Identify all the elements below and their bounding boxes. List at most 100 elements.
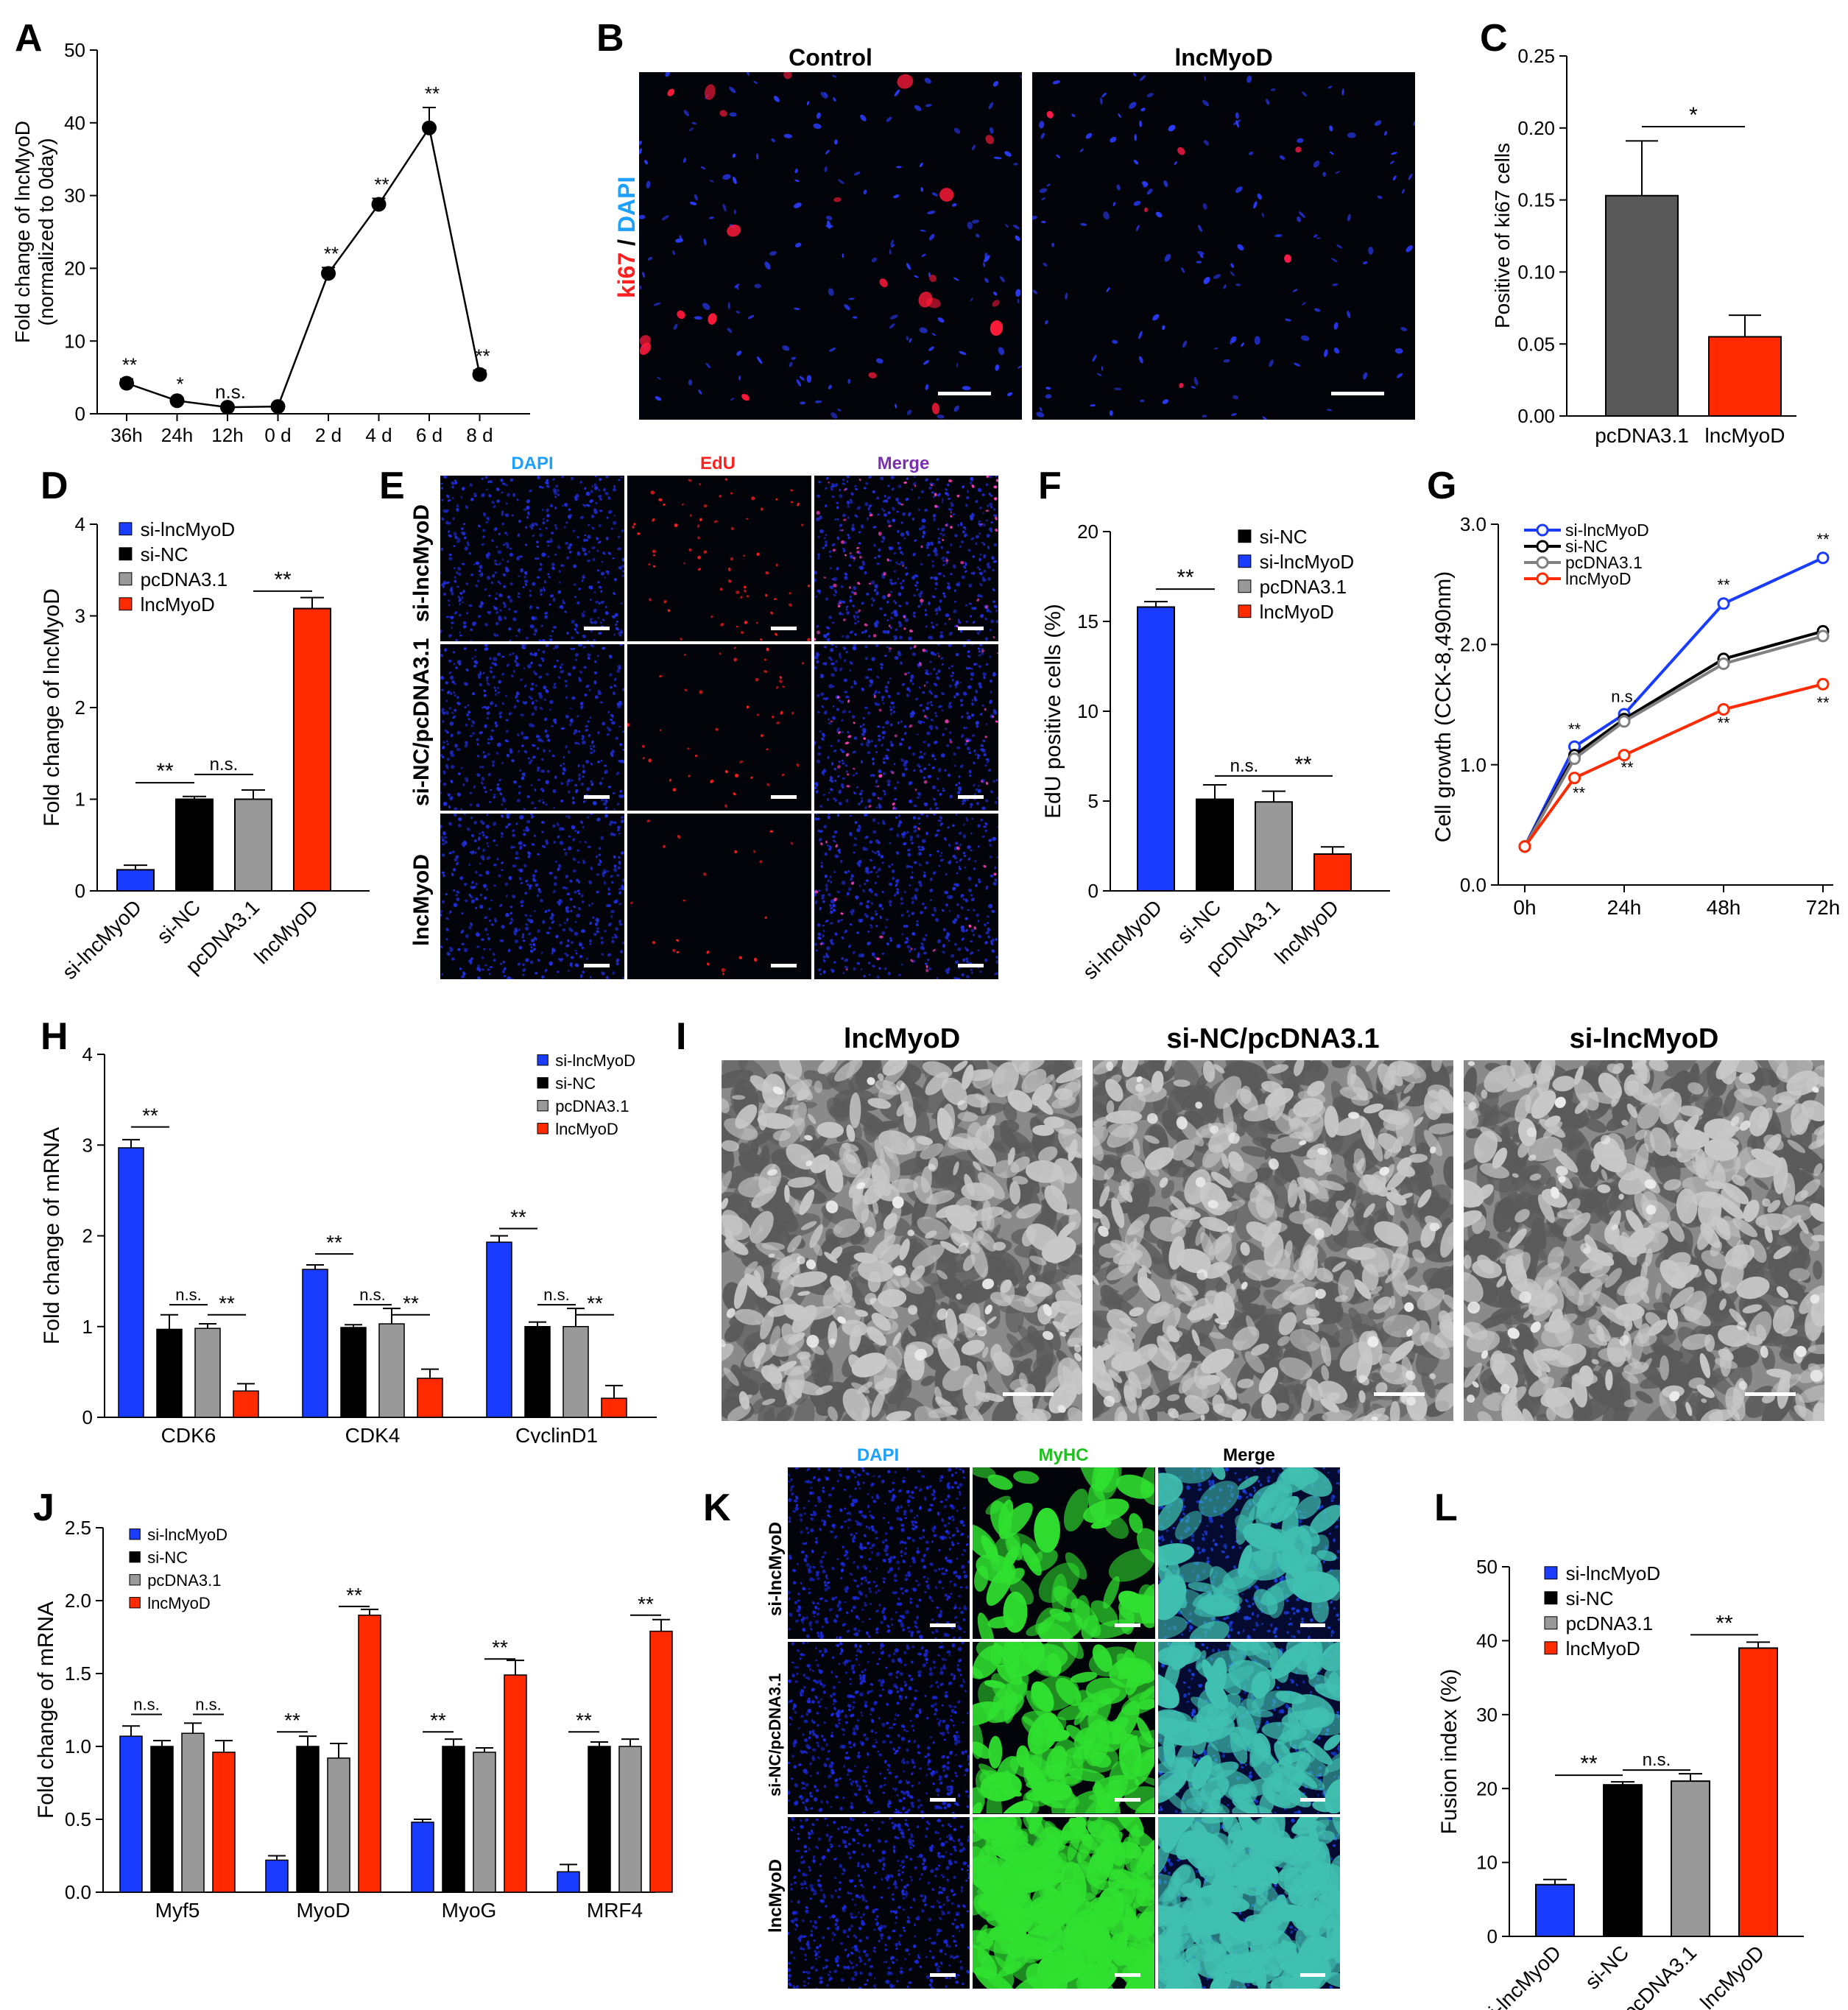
edu-dapi-cell (546, 514, 550, 518)
edu-merge-dapi-cell (934, 726, 939, 730)
edu-merge-dapi-cell (904, 566, 908, 570)
edu-merge-dapi-cell (900, 902, 904, 905)
edu-dapi-cell (610, 914, 613, 918)
edu-dapi-cell (545, 644, 549, 648)
edu-merge-dapi-cell (910, 875, 914, 879)
edu-merge-dapi-cell (830, 788, 833, 791)
lncmyod-dapi-cell (1045, 394, 1052, 399)
edu-dapi-cell (594, 486, 599, 490)
phase-bright-cell (1016, 1203, 1042, 1219)
edu-edu-cell (715, 728, 719, 732)
edu-edu-cell (719, 588, 723, 591)
edu-dapi-cell (560, 663, 563, 666)
edu-merge-dapi-cell (903, 725, 907, 729)
edu-dapi-cell (587, 653, 591, 657)
phase-round-cell-cell (907, 1305, 918, 1315)
edu-merge-dapi-cell (856, 616, 859, 618)
edu-merge-dapi-cell (911, 871, 914, 874)
edu-merge-dapi-cell (842, 762, 845, 765)
edu-dapi-cell (557, 867, 560, 871)
edu-edu-cell (697, 536, 700, 540)
edu-dapi-cell (517, 595, 521, 599)
row-label-si-lncmyod: si-lncMyoD (409, 504, 434, 622)
edu-dapi-cell (615, 627, 619, 631)
edu-merge-edu-cell (843, 487, 847, 491)
edu-dapi-cell (529, 604, 533, 610)
edu-merge-edu-cell (992, 716, 995, 719)
edu-dapi-cell (527, 513, 530, 516)
edu-merge-dapi-cell (842, 514, 844, 517)
edu-merge-dapi-cell (958, 831, 962, 835)
edu-dapi-cell (482, 706, 485, 709)
edu-dapi-cell (449, 948, 454, 952)
edu-merge-dapi-cell (881, 736, 885, 740)
chart-d-legend-label: lncMyoD (141, 593, 215, 616)
edu-dapi-cell (579, 942, 582, 947)
edu-dapi-cell (457, 567, 461, 571)
edu-merge-dapi-cell (946, 585, 951, 590)
edu-merge-dapi-cell (845, 799, 849, 803)
edu-dapi-cell (540, 758, 544, 761)
edu-merge-dapi-cell (853, 614, 856, 619)
edu-merge-dapi-cell (839, 612, 842, 616)
edu-dapi-cell (470, 639, 473, 641)
edu-merge-dapi-cell (877, 513, 880, 516)
edu-merge-dapi-cell (825, 476, 829, 480)
edu-merge-dapi-cell (985, 663, 989, 666)
chart-d-bar (234, 798, 272, 892)
edu-merge-dapi-cell (995, 476, 998, 478)
edu-merge-dapi-cell (862, 723, 865, 727)
edu-merge-dapi-cell (937, 777, 939, 780)
control-dapi-cell (925, 384, 929, 390)
edu-merge-dapi-cell (970, 894, 973, 897)
control-dapi-cell (871, 257, 878, 263)
edu-merge-dapi-cell (934, 582, 938, 586)
edu-merge-dapi-cell (861, 631, 864, 634)
edu-merge-dapi-cell (824, 874, 828, 878)
edu-merge-edu-texture (814, 476, 998, 641)
edu-merge-dapi-cell (868, 961, 871, 965)
control-dapi-cell (794, 179, 800, 183)
edu-dapi-cell (490, 702, 492, 705)
edu-dapi-cell (496, 499, 500, 503)
edu-merge-dapi-cell (948, 644, 952, 648)
edu-merge-edu-cell (992, 636, 995, 639)
edu-edu-cell (734, 774, 738, 778)
edu-merge-dapi-cell (867, 669, 870, 671)
control-dapi-cell (927, 211, 936, 215)
control-dapi-cell (816, 112, 821, 119)
edu-dapi-cell (535, 522, 538, 526)
chart-f-bar (1137, 606, 1175, 892)
edu-dapi-cell (451, 872, 454, 876)
edu-merge-dapi-cell (967, 549, 971, 552)
edu-merge-dapi-cell (826, 844, 829, 847)
edu-dapi-cell (515, 635, 518, 637)
edu-dapi-cell (509, 911, 512, 914)
edu-dapi-cell (449, 675, 454, 680)
edu-merge-dapi-cell (828, 816, 830, 819)
edu-dapi-cell (482, 833, 485, 837)
chart-d-x-tick-label: lncMyoD (250, 895, 322, 968)
edu-merge-dapi-cell (988, 492, 992, 496)
edu-merge-dapi-cell (953, 976, 957, 979)
edu-merge-edu-cell (853, 591, 857, 596)
edu-merge-dapi-cell (861, 797, 864, 800)
lncmyod-dapi-cell (1168, 124, 1176, 132)
edu-dapi-cell (549, 871, 553, 875)
edu-merge-dapi-cell (981, 652, 984, 656)
scale-bar (584, 794, 610, 799)
edu-merge-edu-cell (877, 797, 880, 800)
edu-merge-dapi-cell (889, 938, 893, 942)
edu-merge-dapi-cell (950, 543, 953, 546)
edu-edu-cell (648, 563, 651, 565)
chart-g-significance: ** (1717, 576, 1730, 594)
edu-dapi-cell (488, 907, 492, 911)
edu-merge-dapi-cell (836, 506, 839, 509)
edu-merge-dapi-cell (925, 669, 929, 672)
edu-dapi-cell (581, 579, 584, 582)
chart-g-x-tick-label: 24h (1607, 896, 1642, 919)
edu-dapi-cell (492, 952, 495, 956)
edu-edu-cell (751, 496, 755, 501)
edu-dapi-cell (542, 789, 545, 793)
edu-dapi-cell (602, 722, 605, 726)
